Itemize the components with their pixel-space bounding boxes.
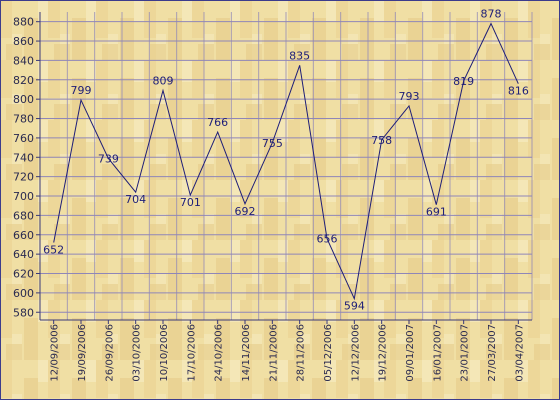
- y-tick-label: 800: [13, 93, 34, 106]
- y-tick-label: 660: [13, 229, 34, 242]
- x-tick-label: 19/09/2006: [77, 324, 88, 382]
- y-tick-label: 640: [13, 248, 34, 261]
- data-label: 701: [180, 196, 201, 209]
- y-tick-label: 860: [13, 35, 34, 48]
- y-tick-label: 600: [13, 287, 34, 300]
- y-tick-label: 620: [13, 268, 34, 281]
- series-line: [53, 22, 519, 301]
- data-label: 809: [153, 74, 174, 87]
- series-line-layer: [53, 22, 519, 301]
- x-tick-label: 27/03/2007: [487, 324, 498, 382]
- y-tick-label: 840: [13, 54, 34, 67]
- x-tick-label: 17/10/2006: [186, 324, 197, 382]
- x-tick-label: 16/01/2007: [432, 324, 443, 382]
- y-tick-label: 720: [13, 171, 34, 184]
- y-tick-label: 760: [13, 132, 34, 145]
- x-tick-label: 03/04/2007: [514, 324, 525, 382]
- x-tick-label: 03/10/2006: [132, 324, 143, 382]
- data-label: 656: [317, 233, 338, 246]
- x-tick-label: 23/01/2007: [460, 324, 471, 382]
- x-tick-label: 05/12/2006: [323, 324, 334, 382]
- data-label: 793: [399, 90, 420, 103]
- x-tick-label: 21/11/2006: [268, 324, 279, 382]
- y-tick-label: 580: [13, 306, 34, 319]
- x-tick-label: 26/09/2006: [104, 324, 115, 382]
- x-tick-label: 10/10/2006: [159, 324, 170, 382]
- data-label: 816: [508, 85, 529, 98]
- data-label: 758: [371, 134, 392, 147]
- data-label: 835: [289, 49, 310, 62]
- data-label: 819: [453, 75, 474, 88]
- data-label: 878: [481, 8, 502, 21]
- x-tick-label: 09/01/2007: [405, 324, 416, 382]
- y-tick-label: 740: [13, 151, 34, 164]
- data-label: 594: [344, 300, 365, 313]
- data-label: 704: [125, 193, 146, 206]
- grid-layer: [39, 12, 533, 320]
- x-tick-label: 12/09/2006: [50, 324, 61, 382]
- y-tick-label: 680: [13, 209, 34, 222]
- x-tick-label: 24/10/2006: [214, 324, 225, 382]
- data-label: 739: [98, 152, 119, 165]
- x-tick-label-layer: 12/09/2006 19/09/2006 26/09/2006 03/10/2006…: [50, 324, 526, 382]
- data-label: 799: [71, 84, 92, 97]
- y-tick-label: 780: [13, 113, 34, 126]
- data-label: 652: [43, 244, 64, 257]
- y-tick-label: 880: [13, 16, 34, 29]
- data-label: 691: [426, 206, 447, 219]
- y-tick-label: 700: [13, 190, 34, 203]
- data-label: 755: [262, 137, 283, 150]
- x-tick-label: 14/11/2006: [241, 324, 252, 382]
- x-tick-label: 12/12/2006: [350, 324, 361, 382]
- data-label-layer: 652 799 739 704 809 701 766 692 755 835 656 594 758 7…: [43, 8, 529, 313]
- axis-layer: [36, 12, 532, 324]
- data-label: 766: [207, 116, 228, 129]
- x-tick-label: 19/12/2006: [378, 324, 389, 382]
- x-tick-label: 28/11/2006: [296, 324, 307, 382]
- y-tick-label-layer: 580 600 620 640 660 680 700 720 740 760 780 800 820 8…: [13, 16, 34, 320]
- y-tick-label: 820: [13, 74, 34, 87]
- data-label: 692: [235, 205, 256, 218]
